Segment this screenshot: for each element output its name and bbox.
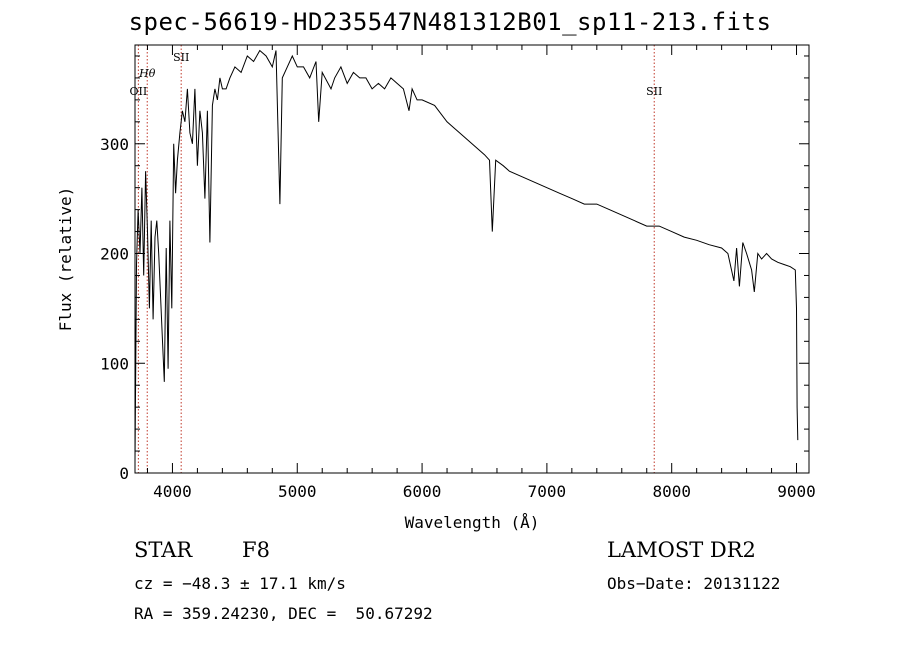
y-tick-label: 200: [100, 245, 129, 264]
redshift-cz: cz = −48.3 ± 17.1 km/s: [134, 574, 346, 593]
axis-ticks: 4000 5000 6000 7000 8000 9000 0 100 200 300: [100, 45, 816, 501]
line-markers: OII Hθ SII SII: [130, 45, 662, 473]
x-tick-label: 9000: [777, 482, 816, 501]
plot-frame: [134, 44, 810, 474]
object-subclass: F8: [242, 538, 270, 562]
observation-date: Obs−Date: 20131122: [607, 574, 781, 593]
line-marker-label: OII: [130, 85, 148, 98]
y-tick-label: 0: [119, 464, 129, 483]
x-axis-label: Wavelength (Å): [405, 513, 540, 532]
survey-name: LAMOST DR2: [607, 538, 756, 562]
x-tick-label: 6000: [403, 482, 442, 501]
line-marker-label: Hθ: [138, 67, 156, 80]
x-tick-label: 8000: [652, 482, 691, 501]
x-tick-label: 5000: [278, 482, 317, 501]
coordinates: RA = 359.24230, DEC = 50.67292: [134, 604, 433, 623]
y-tick-label: 300: [100, 135, 129, 154]
line-marker-label: SII: [646, 85, 662, 98]
x-tick-label: 7000: [528, 482, 567, 501]
y-tick-label: 100: [100, 354, 129, 373]
spectrum-line: [134, 49, 799, 463]
x-tick-label: 4000: [153, 482, 192, 501]
y-axis-label: Flux (relative): [56, 187, 75, 332]
object-type: STAR: [134, 538, 193, 562]
chart-title: spec-56619-HD235547N481312B01_sp11-213.f…: [128, 8, 772, 36]
line-marker-label: SII: [173, 51, 189, 64]
